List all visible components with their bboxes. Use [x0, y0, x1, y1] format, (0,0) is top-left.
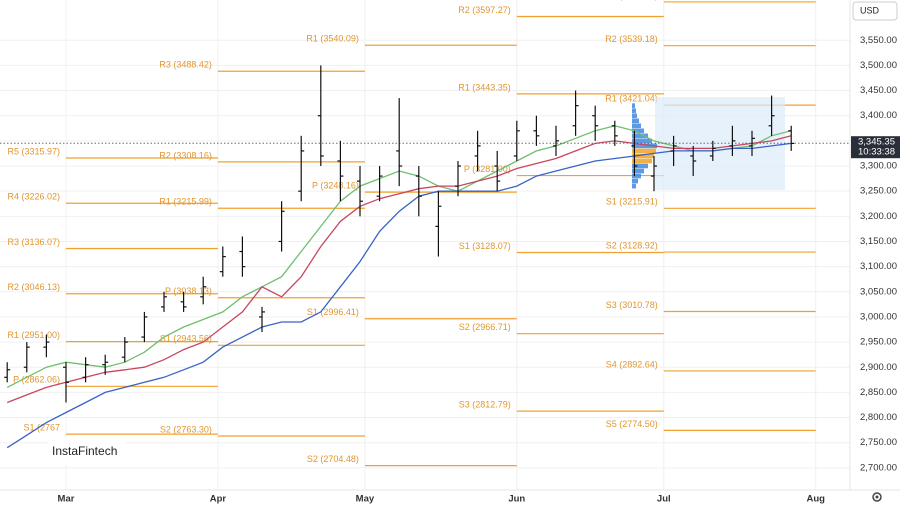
- pivot-label: S2 (3128.92): [606, 240, 658, 250]
- pivot-label: R4 (3226.02): [7, 192, 60, 202]
- pivot-label: R2 (3308.16): [159, 150, 212, 160]
- pivot-label: R5 (3315.97): [7, 146, 60, 156]
- pivot-label: S1 (3128.07): [459, 241, 511, 251]
- pivot-label: R2 (3597.27): [458, 5, 511, 15]
- pivot-label: P (3038.13): [165, 286, 212, 296]
- y-tick-label: 3,000.00: [860, 311, 897, 322]
- y-tick-label: 3,450.00: [860, 85, 897, 96]
- profile-bar: [632, 169, 644, 174]
- profile-bar: [632, 184, 636, 189]
- y-tick-label: 2,800.00: [860, 412, 897, 423]
- pivot-label: S4 (2892.64): [606, 359, 658, 369]
- y-tick-label: 3,250.00: [860, 186, 897, 197]
- profile-bar: [632, 118, 639, 123]
- pivot-label: S5 (2774.50): [606, 419, 658, 429]
- profile-bar: [632, 149, 656, 154]
- y-tick-label: 3,100.00: [860, 261, 897, 272]
- y-tick-label: 2,850.00: [860, 387, 897, 398]
- pivot-label: R2 (3539.18): [605, 34, 658, 44]
- countdown: 10:33:38: [858, 147, 895, 158]
- pivot-label: R2 (3046.13): [7, 282, 60, 292]
- value-area-box: [655, 97, 785, 190]
- profile-bar: [632, 113, 637, 118]
- y-tick-label: 3,500.00: [860, 60, 897, 71]
- pivot-label: R1 (2951.00): [7, 330, 60, 340]
- currency[interactable]: USD: [860, 5, 880, 15]
- y-tick-label: 3,200.00: [860, 211, 897, 222]
- pivot-label: S2 (2966.71): [459, 322, 511, 332]
- y-tick-label: 2,700.00: [860, 462, 897, 473]
- pivot-label: S3 (3010.78): [606, 300, 658, 310]
- pivot-label: S1 (2767: [23, 423, 60, 433]
- pivot-label: P (2862.06): [13, 375, 60, 385]
- x-tick-label: Jun: [508, 494, 525, 505]
- settings-icon-center[interactable]: [876, 496, 879, 499]
- y-tick-label: 2,900.00: [860, 362, 897, 373]
- profile-bar: [632, 123, 641, 128]
- pivot-label: R1 (3421.04): [605, 93, 658, 103]
- pivot-label: S2 (2763.30): [160, 424, 212, 434]
- y-tick-label: 3,150.00: [860, 236, 897, 247]
- pivot-label: S2 (2704.48): [307, 454, 359, 464]
- pivot-label: R3 (3136.07): [7, 237, 60, 247]
- profile-bar: [632, 174, 641, 179]
- x-tick-label: May: [356, 494, 375, 505]
- y-tick-label: 2,950.00: [860, 337, 897, 348]
- pivot-label: R1 (3215.99): [159, 197, 212, 207]
- pivot-label: R1 (3540.09): [306, 34, 359, 44]
- pivot-label: S3 (2812.79): [459, 399, 511, 409]
- x-tick-label: Mar: [58, 494, 75, 505]
- logo: InstaFintech: [52, 444, 117, 458]
- y-tick-label: 3,550.00: [860, 35, 897, 46]
- x-tick-label: Apr: [210, 494, 227, 505]
- profile-bar: [632, 108, 636, 113]
- y-tick-label: 2,750.00: [860, 437, 897, 448]
- pivot-label: S1 (3215.91): [606, 197, 658, 207]
- profile-bar: [632, 103, 635, 108]
- profile-bar: [632, 179, 638, 184]
- pivot-label: R1 (3443.35): [458, 82, 511, 92]
- pivot-label: R3 (3488.42): [159, 60, 212, 70]
- pivot-label: P (3248.16): [312, 180, 359, 190]
- y-tick-label: 3,400.00: [860, 110, 897, 121]
- y-tick-label: 3,050.00: [860, 286, 897, 297]
- x-tick-label: Jul: [657, 494, 671, 505]
- x-tick-label: Aug: [806, 494, 825, 505]
- pivot-label: P (3281.00): [464, 164, 511, 174]
- y-tick-label: 3,300.00: [860, 161, 897, 172]
